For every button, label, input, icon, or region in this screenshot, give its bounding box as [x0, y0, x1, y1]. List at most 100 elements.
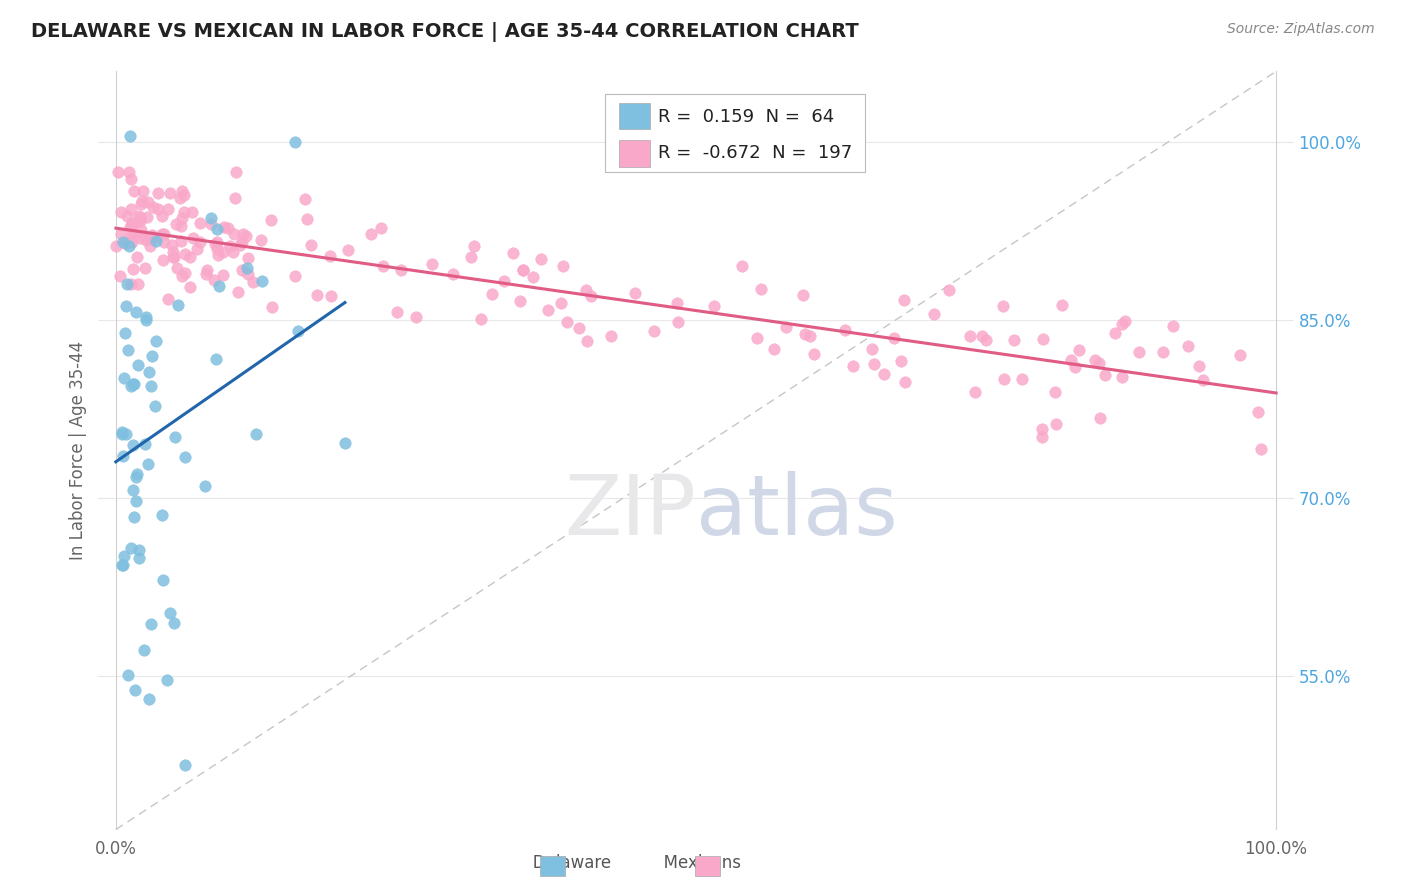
- Point: [599, 329, 621, 343]
- Point: [121, 219, 143, 233]
- Point: [121, 216, 143, 230]
- Point: [121, 235, 143, 249]
- Point: [121, 261, 143, 276]
- Point: [165, 217, 187, 231]
- Point: [294, 192, 316, 206]
- Point: [112, 549, 135, 564]
- Point: [141, 227, 163, 242]
- Point: [938, 283, 960, 297]
- Point: [169, 191, 191, 205]
- Point: [1128, 344, 1150, 359]
- Point: [862, 342, 884, 356]
- Point: [134, 231, 156, 245]
- Point: [135, 313, 157, 327]
- Point: [217, 221, 239, 235]
- Point: [111, 558, 134, 572]
- Point: [1084, 353, 1107, 368]
- Point: [512, 263, 534, 277]
- Point: [114, 427, 136, 442]
- Text: DELAWARE VS MEXICAN IN LABOR FORCE | AGE 35-44 CORRELATION CHART: DELAWARE VS MEXICAN IN LABOR FORCE | AGE…: [31, 22, 859, 42]
- Point: [152, 227, 174, 241]
- Point: [124, 683, 146, 698]
- Point: [153, 235, 176, 250]
- Point: [1111, 317, 1133, 331]
- Point: [205, 222, 228, 236]
- Point: [883, 331, 905, 345]
- Point: [204, 236, 226, 251]
- Point: [522, 269, 544, 284]
- Point: [122, 184, 145, 198]
- Point: [231, 263, 253, 277]
- Point: [111, 558, 134, 572]
- Point: [160, 237, 183, 252]
- Point: [1011, 372, 1033, 386]
- Point: [1094, 368, 1116, 382]
- Point: [537, 303, 560, 318]
- Point: [1088, 410, 1111, 425]
- Point: [131, 223, 153, 237]
- Point: [1247, 405, 1270, 419]
- Point: [111, 426, 134, 441]
- Point: [117, 239, 139, 253]
- Point: [129, 211, 152, 226]
- Point: [731, 259, 754, 273]
- Point: [553, 259, 575, 273]
- Point: [443, 267, 465, 281]
- Point: [385, 304, 408, 318]
- Point: [163, 250, 186, 264]
- Point: [1114, 314, 1136, 328]
- Point: [1191, 373, 1213, 387]
- Point: [894, 376, 917, 390]
- Point: [307, 288, 329, 302]
- Point: [202, 273, 225, 287]
- Point: [122, 437, 145, 451]
- Point: [299, 238, 322, 252]
- Point: [114, 236, 136, 251]
- Point: [179, 280, 201, 294]
- Point: [803, 347, 825, 361]
- Point: [1050, 298, 1073, 312]
- Point: [245, 427, 267, 442]
- Point: [125, 305, 148, 319]
- Point: [463, 239, 485, 253]
- Text: Delaware          Mexicans: Delaware Mexicans: [496, 855, 741, 872]
- Point: [173, 450, 195, 464]
- Point: [991, 300, 1014, 314]
- Point: [212, 219, 235, 234]
- Point: [159, 186, 181, 200]
- Point: [124, 469, 146, 483]
- Point: [236, 260, 259, 275]
- Point: [751, 282, 773, 296]
- Point: [162, 250, 184, 264]
- Point: [207, 279, 229, 293]
- Point: [125, 494, 148, 508]
- Point: [128, 543, 150, 558]
- Point: [159, 606, 181, 620]
- Point: [231, 235, 253, 249]
- Point: [260, 301, 283, 315]
- Point: [172, 269, 194, 284]
- Point: [173, 266, 195, 280]
- Point: [120, 220, 142, 235]
- Point: [122, 376, 145, 391]
- Point: [127, 358, 149, 372]
- Point: [643, 324, 665, 338]
- Point: [122, 483, 145, 497]
- Point: [211, 268, 233, 282]
- Point: [793, 326, 815, 341]
- Point: [186, 242, 208, 256]
- Point: [420, 256, 443, 270]
- Point: [181, 204, 204, 219]
- Point: [120, 171, 142, 186]
- Point: [226, 285, 249, 299]
- Point: [470, 312, 492, 326]
- Point: [110, 204, 132, 219]
- Point: [1069, 343, 1091, 357]
- Point: [1111, 370, 1133, 384]
- Point: [1032, 332, 1054, 346]
- Point: [120, 541, 142, 556]
- Point: [284, 268, 307, 283]
- Point: [107, 165, 129, 179]
- Point: [1187, 359, 1209, 374]
- Point: [135, 210, 157, 224]
